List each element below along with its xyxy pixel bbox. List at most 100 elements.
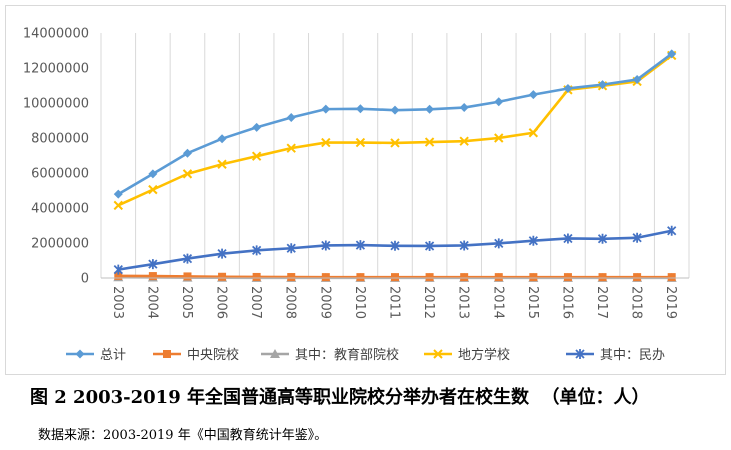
data-point bbox=[148, 259, 158, 270]
data-point bbox=[286, 243, 296, 254]
x-tick-label: 2016 bbox=[559, 286, 574, 319]
data-point bbox=[252, 245, 262, 256]
x-tick-label: 2006 bbox=[214, 286, 229, 319]
legend-label: 地方学校 bbox=[458, 347, 510, 363]
data-point bbox=[633, 273, 642, 282]
x-tick-label: 2011 bbox=[387, 286, 402, 319]
data-point bbox=[529, 273, 538, 282]
x-tick-label: 2018 bbox=[629, 286, 644, 319]
x-tick-label: 2019 bbox=[663, 286, 678, 319]
data-point bbox=[528, 128, 539, 138]
y-tick-label: 6000000 bbox=[31, 167, 89, 182]
data-point bbox=[424, 137, 435, 147]
x-tick-label: 2010 bbox=[352, 286, 367, 319]
x-tick-label: 2008 bbox=[283, 286, 298, 319]
data-point bbox=[563, 83, 573, 93]
data-point bbox=[598, 80, 608, 90]
data-point bbox=[114, 271, 123, 280]
x-tick-label: 2015 bbox=[525, 286, 540, 319]
data-point bbox=[390, 240, 400, 251]
data-point bbox=[667, 225, 677, 236]
data-point bbox=[182, 253, 193, 264]
data-point bbox=[563, 233, 573, 244]
data-point bbox=[251, 151, 262, 161]
data-point bbox=[113, 200, 124, 211]
chart-frame: 0 2000000 4000000 6000000 8000000 10000000 120… bbox=[5, 5, 726, 375]
legend-marker bbox=[75, 349, 85, 359]
x-tick-label: 2017 bbox=[594, 286, 609, 319]
data-point bbox=[391, 273, 399, 282]
legend-marker bbox=[575, 349, 585, 359]
data-point bbox=[494, 97, 504, 107]
legend-label: 其中：教育部院校 bbox=[295, 347, 399, 363]
legend-label: 其中：民办 bbox=[600, 348, 665, 363]
legend-label: 中央院校 bbox=[187, 347, 239, 363]
data-point bbox=[494, 238, 504, 249]
data-point bbox=[425, 104, 435, 114]
figure-caption: 图 2 2003-2019 年全国普通高等职业院校分举办者在校生数 （单位：人） bbox=[30, 387, 650, 408]
data-point bbox=[252, 122, 262, 132]
x-tick-label: 2007 bbox=[248, 286, 263, 319]
x-tick-label: 2012 bbox=[421, 286, 436, 319]
data-point bbox=[667, 49, 677, 59]
data-point bbox=[321, 104, 331, 114]
data-point bbox=[528, 235, 538, 246]
data-point bbox=[597, 233, 608, 244]
legend-marker bbox=[270, 349, 280, 358]
data-point bbox=[390, 105, 400, 115]
data-point bbox=[494, 273, 503, 282]
data-point bbox=[148, 272, 157, 281]
data-point bbox=[355, 137, 366, 148]
data-point bbox=[460, 273, 469, 282]
data-point bbox=[390, 138, 400, 148]
data-point bbox=[148, 184, 158, 195]
data-point bbox=[598, 273, 607, 282]
data-point bbox=[217, 134, 227, 144]
data-point bbox=[667, 273, 676, 282]
x-tick-label: 2014 bbox=[490, 286, 505, 319]
data-point bbox=[528, 90, 538, 100]
series-line bbox=[117, 54, 673, 207]
data-point bbox=[218, 272, 227, 281]
legend-marker bbox=[433, 349, 443, 359]
y-tick-label: 10000000 bbox=[23, 97, 89, 112]
data-point bbox=[321, 240, 331, 251]
data-point bbox=[286, 143, 296, 153]
data-point bbox=[321, 273, 330, 282]
data-point bbox=[321, 137, 331, 148]
data-point bbox=[355, 240, 366, 251]
y-tick-label: 2000000 bbox=[31, 237, 89, 252]
x-tick-label: 2009 bbox=[317, 286, 332, 319]
legend-marker bbox=[163, 350, 171, 358]
data-point bbox=[287, 273, 296, 282]
x-tick-label: 2004 bbox=[144, 286, 159, 319]
x-tick-label: 2003 bbox=[110, 286, 125, 319]
data-point bbox=[459, 240, 469, 251]
x-tick-label: 2013 bbox=[456, 286, 471, 319]
data-point bbox=[148, 169, 158, 179]
legend-label: 总计 bbox=[100, 348, 126, 363]
data-point bbox=[632, 75, 642, 85]
data-point bbox=[424, 240, 435, 251]
x-tick-label: 2005 bbox=[179, 286, 194, 319]
data-point bbox=[459, 103, 469, 113]
data-point bbox=[182, 148, 192, 158]
data-source-note: 数据来源：2003-2019 年《中国教育统计年鉴》。 bbox=[38, 428, 328, 443]
series-line bbox=[117, 52, 673, 196]
y-tick-label: 12000000 bbox=[23, 62, 89, 77]
data-point bbox=[252, 272, 261, 281]
data-point bbox=[113, 189, 123, 199]
data-point bbox=[183, 272, 192, 281]
data-point bbox=[494, 133, 504, 143]
y-tick-label: 0 bbox=[81, 272, 89, 287]
data-point bbox=[286, 113, 296, 123]
line-chart: 0 2000000 4000000 6000000 8000000 10000000 120… bbox=[23, 27, 690, 363]
data-point bbox=[356, 273, 365, 282]
y-tick-label: 14000000 bbox=[23, 27, 89, 42]
data-point bbox=[113, 264, 123, 275]
data-point bbox=[217, 248, 227, 259]
data-point bbox=[632, 232, 642, 243]
data-point bbox=[425, 273, 434, 282]
data-point bbox=[563, 273, 572, 282]
data-point bbox=[182, 169, 193, 179]
